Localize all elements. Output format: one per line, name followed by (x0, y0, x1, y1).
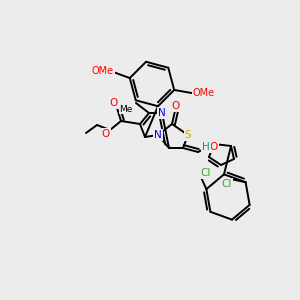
Text: O: O (172, 101, 180, 111)
Text: OMe: OMe (193, 88, 215, 98)
Text: O: O (102, 129, 110, 139)
Text: H: H (202, 142, 210, 152)
Text: Cl: Cl (221, 179, 232, 189)
Text: Cl: Cl (200, 168, 211, 178)
Text: S: S (185, 130, 191, 140)
Text: Me: Me (119, 104, 133, 113)
Text: N: N (154, 130, 162, 140)
Text: O: O (109, 98, 117, 108)
Text: O: O (210, 142, 218, 152)
Text: N: N (158, 108, 166, 118)
Text: OMe: OMe (92, 66, 114, 76)
